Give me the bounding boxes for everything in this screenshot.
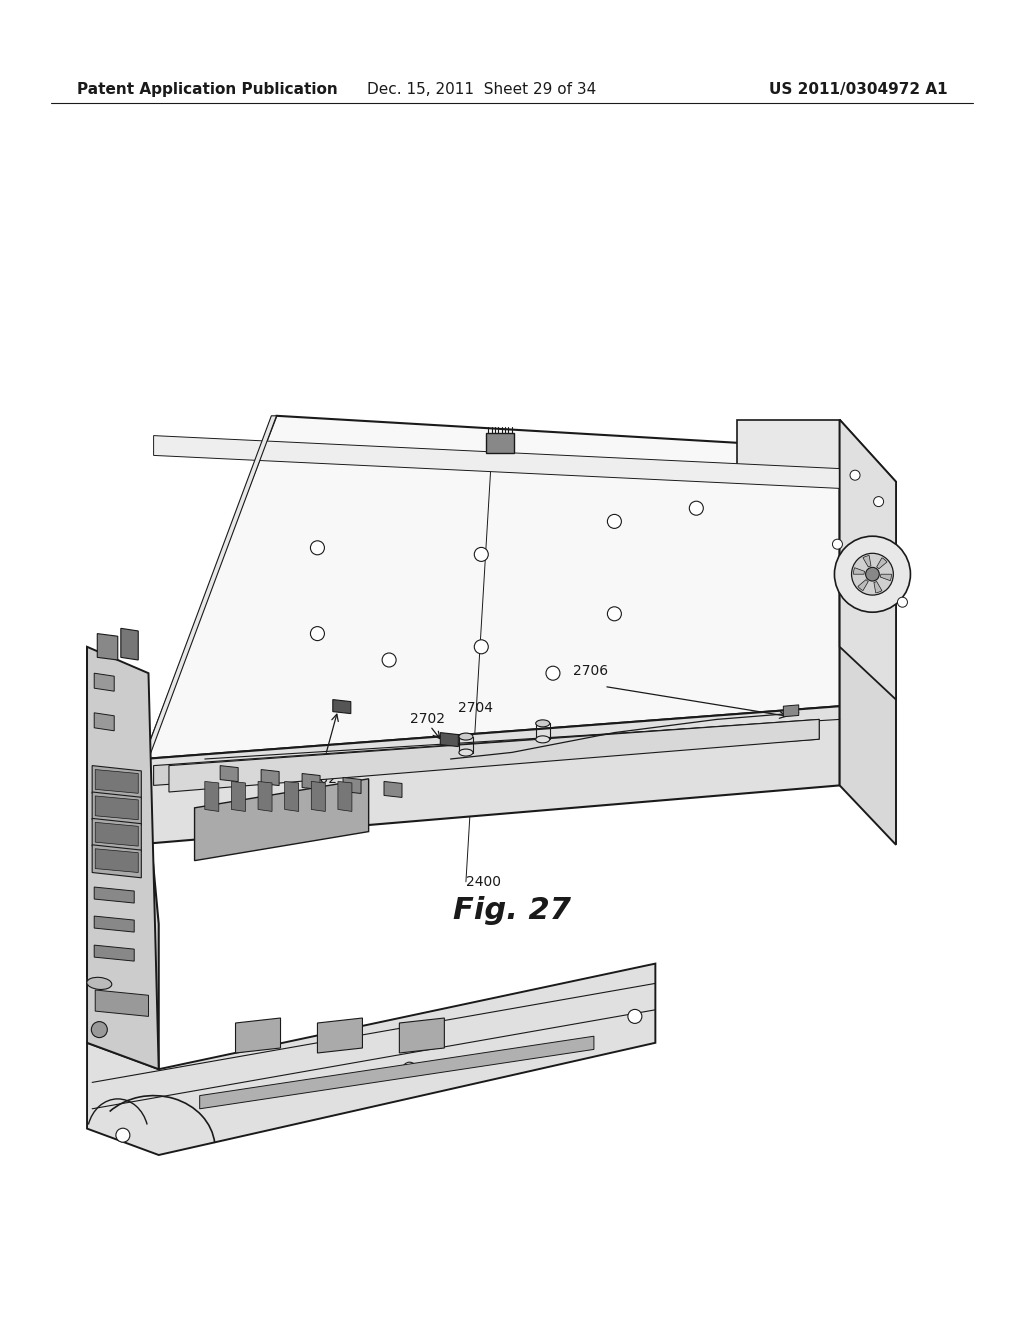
Text: 2702: 2702 xyxy=(410,713,444,726)
Polygon shape xyxy=(143,416,276,759)
Wedge shape xyxy=(881,574,892,581)
Polygon shape xyxy=(311,781,326,812)
Circle shape xyxy=(689,502,703,515)
Polygon shape xyxy=(333,700,351,714)
Polygon shape xyxy=(200,1036,594,1109)
Polygon shape xyxy=(94,945,134,961)
Polygon shape xyxy=(143,416,840,759)
Circle shape xyxy=(310,541,325,554)
Circle shape xyxy=(873,496,884,507)
Ellipse shape xyxy=(459,748,473,756)
Text: 2704: 2704 xyxy=(458,701,493,714)
Polygon shape xyxy=(94,713,115,731)
Polygon shape xyxy=(343,777,361,793)
Polygon shape xyxy=(95,770,138,793)
Polygon shape xyxy=(737,420,840,482)
Polygon shape xyxy=(92,766,141,799)
Ellipse shape xyxy=(536,719,550,727)
Wedge shape xyxy=(877,558,887,569)
Circle shape xyxy=(91,1022,108,1038)
Polygon shape xyxy=(840,420,896,845)
Circle shape xyxy=(897,597,907,607)
Polygon shape xyxy=(486,433,514,453)
Polygon shape xyxy=(258,781,272,812)
Polygon shape xyxy=(399,1018,444,1053)
Polygon shape xyxy=(220,766,239,781)
Circle shape xyxy=(607,607,622,620)
Circle shape xyxy=(310,627,325,640)
Text: 2700: 2700 xyxy=(220,829,255,842)
Polygon shape xyxy=(94,916,134,932)
Ellipse shape xyxy=(536,735,550,743)
Polygon shape xyxy=(95,990,148,1016)
Text: 2706: 2706 xyxy=(573,664,608,677)
Circle shape xyxy=(835,536,910,612)
Circle shape xyxy=(546,667,560,680)
Wedge shape xyxy=(853,568,864,574)
Circle shape xyxy=(116,1129,130,1142)
Polygon shape xyxy=(92,845,141,878)
Polygon shape xyxy=(121,628,138,660)
Polygon shape xyxy=(87,647,159,1069)
Text: Patent Application Publication: Patent Application Publication xyxy=(77,82,338,98)
Wedge shape xyxy=(863,556,871,568)
Circle shape xyxy=(402,1063,417,1076)
Ellipse shape xyxy=(87,977,112,990)
Text: 2400: 2400 xyxy=(466,875,501,888)
Polygon shape xyxy=(95,822,138,846)
Circle shape xyxy=(628,1010,642,1023)
Polygon shape xyxy=(317,1018,362,1053)
Polygon shape xyxy=(440,733,459,747)
Polygon shape xyxy=(236,1018,281,1053)
Polygon shape xyxy=(87,647,159,1069)
Polygon shape xyxy=(154,436,840,488)
Text: Dec. 15, 2011  Sheet 29 of 34: Dec. 15, 2011 Sheet 29 of 34 xyxy=(367,82,596,98)
Polygon shape xyxy=(92,818,141,851)
Polygon shape xyxy=(133,706,840,845)
Text: US 2011/0304972 A1: US 2011/0304972 A1 xyxy=(769,82,947,98)
Polygon shape xyxy=(97,634,118,660)
Circle shape xyxy=(865,568,880,581)
Polygon shape xyxy=(302,774,321,789)
Polygon shape xyxy=(95,796,138,820)
Polygon shape xyxy=(195,779,369,861)
Text: 2702: 2702 xyxy=(302,772,337,785)
Polygon shape xyxy=(205,781,219,812)
Ellipse shape xyxy=(459,733,473,741)
Wedge shape xyxy=(873,581,882,593)
Text: Fig. 27: Fig. 27 xyxy=(453,896,571,925)
Circle shape xyxy=(607,515,622,528)
Polygon shape xyxy=(92,792,141,825)
Polygon shape xyxy=(94,887,134,903)
Polygon shape xyxy=(169,719,819,792)
Polygon shape xyxy=(94,673,115,692)
Circle shape xyxy=(850,470,860,480)
Polygon shape xyxy=(154,719,819,785)
Wedge shape xyxy=(858,579,868,590)
Circle shape xyxy=(474,548,488,561)
Polygon shape xyxy=(840,420,896,700)
Polygon shape xyxy=(87,964,655,1155)
Polygon shape xyxy=(95,849,138,873)
Polygon shape xyxy=(783,705,799,717)
Polygon shape xyxy=(384,781,402,797)
Circle shape xyxy=(833,539,843,549)
Circle shape xyxy=(474,640,488,653)
Polygon shape xyxy=(285,781,299,812)
Polygon shape xyxy=(231,781,246,812)
Polygon shape xyxy=(261,770,280,785)
Circle shape xyxy=(852,553,893,595)
Circle shape xyxy=(382,653,396,667)
Polygon shape xyxy=(338,781,352,812)
